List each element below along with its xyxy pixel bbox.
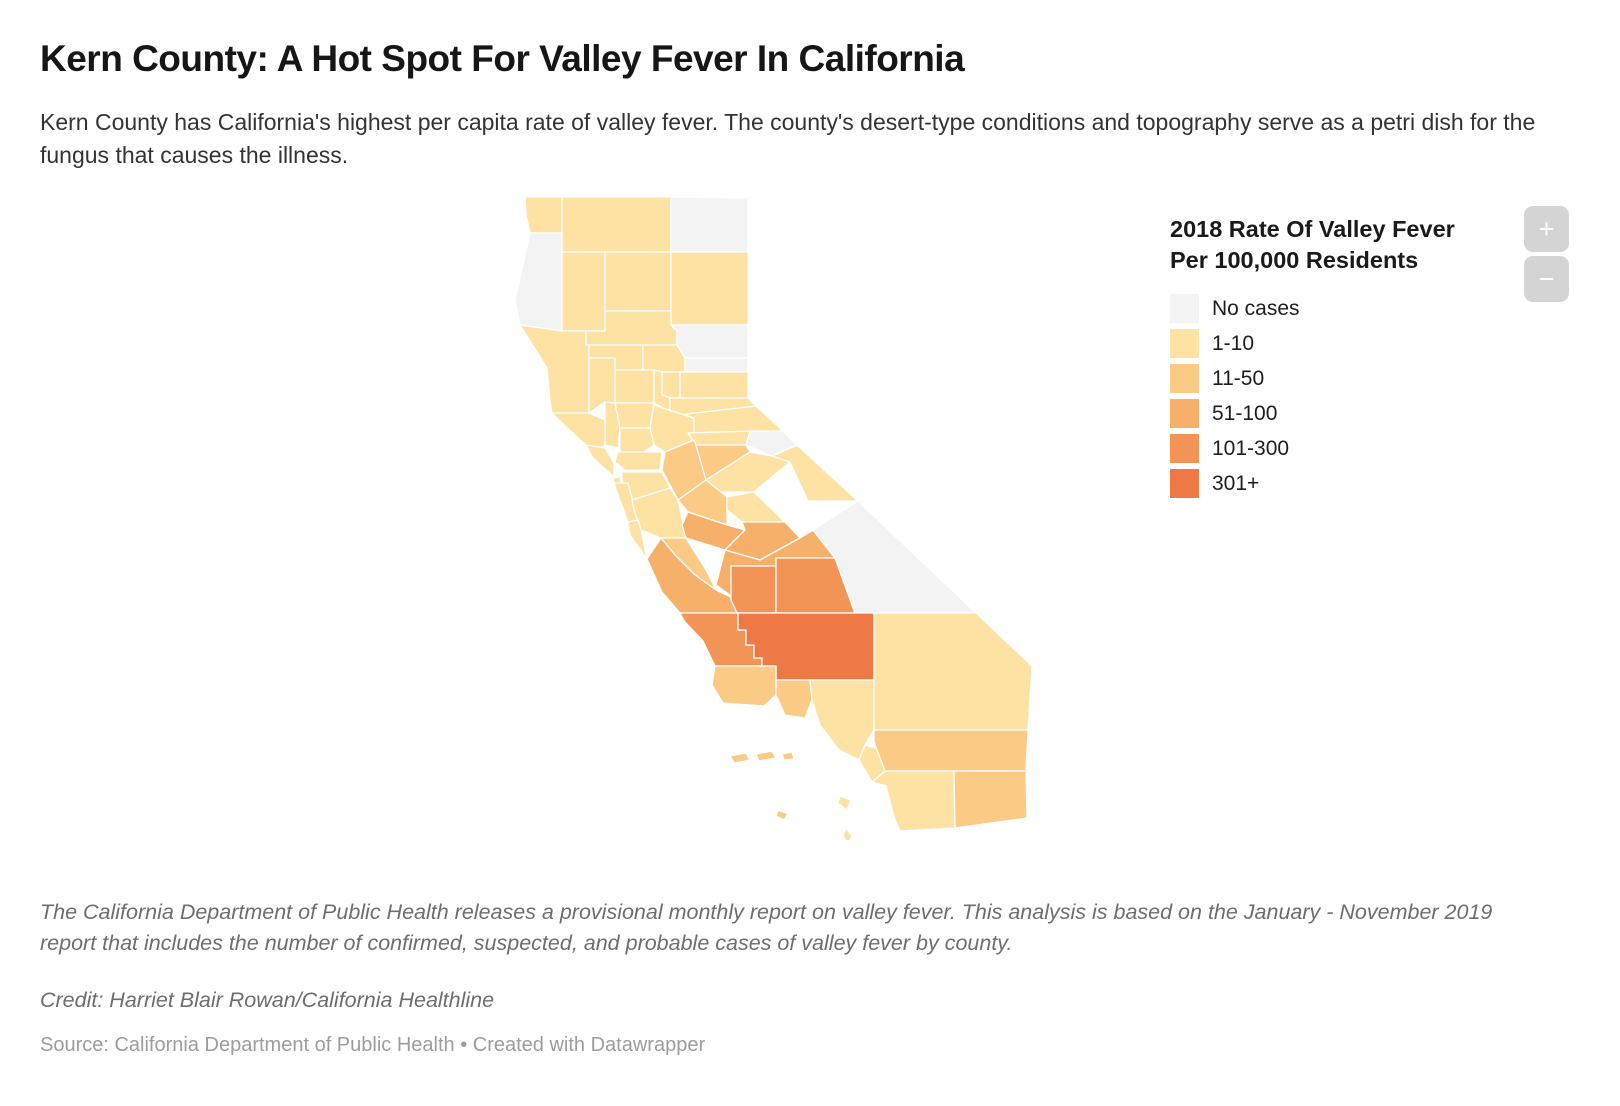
legend-title: 2018 Rate Of Valley Fever Per 100,000 Re…	[1170, 214, 1500, 276]
county-shasta[interactable]: Shasta	[604, 251, 672, 312]
county-kings[interactable]: Kings	[730, 565, 777, 614]
county-colusa[interactable]: Colusa	[614, 369, 655, 404]
legend-swatch	[1170, 294, 1199, 323]
county-yuba[interactable]: Yuba	[661, 371, 681, 399]
county-amador[interactable]: Amador	[687, 430, 751, 446]
county-stanislaus[interactable]: Stanislaus	[677, 479, 728, 526]
legend-label: No cases	[1212, 296, 1300, 320]
island-los-angeles-4[interactable]	[837, 795, 852, 811]
county-siskiyou[interactable]: Siskiyou	[561, 196, 672, 253]
county-riverside[interactable]: Riverside	[873, 729, 1029, 772]
credit-line: Credit: Harriet Blair Rowan/California H…	[40, 988, 495, 1012]
county-mariposa[interactable]: Mariposa	[726, 491, 786, 523]
legend-item-no-cases: No cases	[1170, 294, 1300, 323]
island-santa-barbara-0[interactable]	[729, 752, 751, 764]
legend-swatch	[1170, 399, 1199, 428]
legend-title-line2: Per 100,000 Residents	[1170, 247, 1419, 273]
county-humboldt[interactable]: Humboldt	[514, 232, 563, 332]
source-line: Source: California Department of Public …	[40, 1034, 706, 1056]
legend-swatch	[1170, 434, 1199, 463]
county-contra-costa[interactable]: Contra Costa	[614, 451, 663, 471]
legend-swatch	[1170, 329, 1199, 358]
county-monterey[interactable]: Monterey	[646, 537, 738, 614]
legend-item-11-50: 11-50	[1170, 364, 1300, 393]
legend-title-line1: 2018 Rate Of Valley Fever	[1170, 216, 1455, 242]
map-svg: Del NorteSiskiyouModoc HumboldtTrinitySha…	[514, 196, 1033, 840]
county-trinity[interactable]: Trinity	[561, 251, 606, 332]
legend-item-51-100: 51-100	[1170, 399, 1300, 428]
legend-item-1-10: 1-10	[1170, 329, 1300, 358]
legend-label: 51-100	[1212, 401, 1278, 425]
county-san-diego[interactable]: San Diego	[871, 770, 956, 832]
california-county-map: Del NorteSiskiyouModoc HumboldtTrinitySha…	[510, 190, 1065, 840]
county-marin[interactable]: Marin	[585, 444, 615, 478]
legend-label: 11-50	[1212, 366, 1265, 390]
county-modoc[interactable]: Modoc	[670, 196, 749, 253]
zoom-in-button[interactable]: +	[1524, 206, 1569, 252]
legend-label: 1-10	[1212, 331, 1255, 355]
county-butte[interactable]: Butte	[642, 344, 686, 373]
island-santa-barbara-3[interactable]	[775, 809, 789, 821]
legend-item-301-: 301+	[1170, 469, 1300, 498]
county-lassen[interactable]: Lassen	[670, 251, 749, 326]
page-subtitle: Kern County has California's highest per…	[40, 109, 1536, 168]
county-ventura[interactable]: Ventura	[775, 679, 813, 719]
legend-item-101-300: 101-300	[1170, 434, 1300, 463]
county-yolo[interactable]: Yolo	[614, 402, 655, 429]
zoom-out-button[interactable]: −	[1524, 256, 1569, 302]
legend-swatch	[1170, 364, 1199, 393]
county-imperial[interactable]: Imperial	[953, 770, 1028, 829]
legend: No cases 1-10 11-50 51-100 101-300 301+	[1170, 294, 1300, 504]
page-title: Kern County: A Hot Spot For Valley Fever…	[40, 38, 965, 79]
footnote: The California Department of Public Heal…	[40, 900, 1493, 955]
county-del-norte[interactable]: Del Norte	[524, 196, 563, 234]
legend-swatch	[1170, 469, 1199, 498]
county-nevada[interactable]: Nevada	[679, 371, 749, 399]
county-santa-barbara[interactable]: Santa Barbara	[711, 665, 777, 707]
county-mono[interactable]: Mono	[771, 444, 859, 502]
county-mendocino[interactable]: Mendocino	[519, 324, 590, 414]
island-ventura-2[interactable]	[781, 751, 795, 761]
county-san-bernardino[interactable]: San Bernardino	[873, 612, 1033, 731]
island-santa-barbara-1[interactable]	[755, 750, 777, 762]
island-los-angeles-5[interactable]	[842, 827, 853, 840]
county-sierra[interactable]: Sierra	[684, 357, 749, 373]
legend-label: 301+	[1212, 471, 1260, 495]
legend-label: 101-300	[1212, 436, 1290, 460]
county-santa-cruz[interactable]: Santa Cruz	[627, 519, 648, 560]
